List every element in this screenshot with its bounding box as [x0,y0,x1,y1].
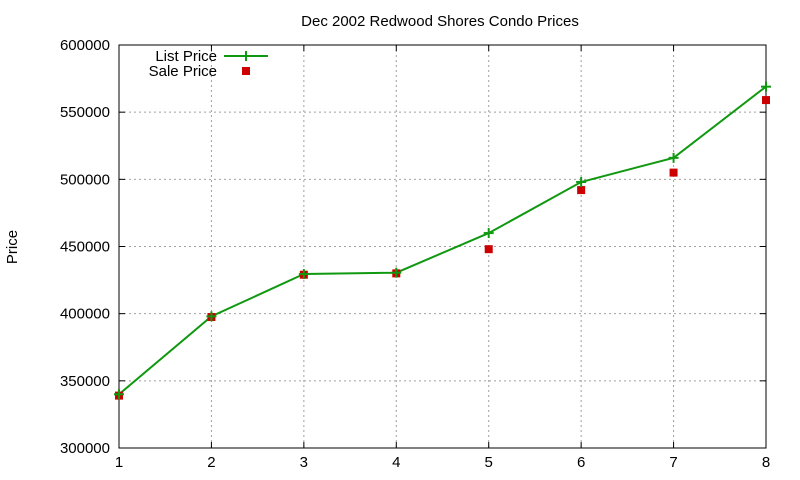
x-tick-label: 8 [762,454,770,471]
point-list-price [761,81,771,92]
legend-swatch-sale-price [242,67,250,75]
x-tick-label: 4 [392,454,400,471]
point-list-price [668,152,679,163]
x-tick-label: 5 [485,454,493,471]
axis-ticks: 300000 350000 400000 450000 500000 550000 6000… [60,37,770,471]
y-axis-label: Price [4,230,21,264]
point-list-price [206,311,217,322]
point-list-price [298,269,309,280]
x-tick-label: 7 [669,454,677,471]
x-tick-label: 2 [207,454,215,471]
y-tick-label: 550000 [60,104,110,121]
series [114,81,771,400]
point-sale-price [577,186,586,195]
x-tick-label: 3 [300,454,308,471]
chart-title: Dec 2002 Redwood Shores Condo Prices [301,13,579,30]
point-list-price [114,389,124,400]
y-tick-label: 350000 [60,373,110,390]
grid [119,45,766,448]
legend: List Price Sale Price [149,48,268,80]
y-tick-label: 450000 [60,239,110,256]
y-tick-label: 600000 [60,37,110,54]
legend-label-list-price: List Price [155,48,217,65]
point-list-price [483,228,494,239]
plot-frame [118,44,767,449]
point-list-price [576,177,587,188]
series-line-list-price [118,85,767,396]
point-sale-price [669,168,678,177]
x-tick-label: 1 [115,454,123,471]
x-tick-label: 6 [577,454,585,471]
y-tick-label: 500000 [60,171,110,188]
y-tick-label: 300000 [60,440,110,457]
point-sale-price [762,96,770,105]
legend-label-sale-price: Sale Price [149,63,217,80]
point-sale-price [484,245,493,254]
legend-marker-list-price [241,51,251,61]
point-list-price [391,267,402,278]
y-tick-label: 400000 [60,306,110,323]
